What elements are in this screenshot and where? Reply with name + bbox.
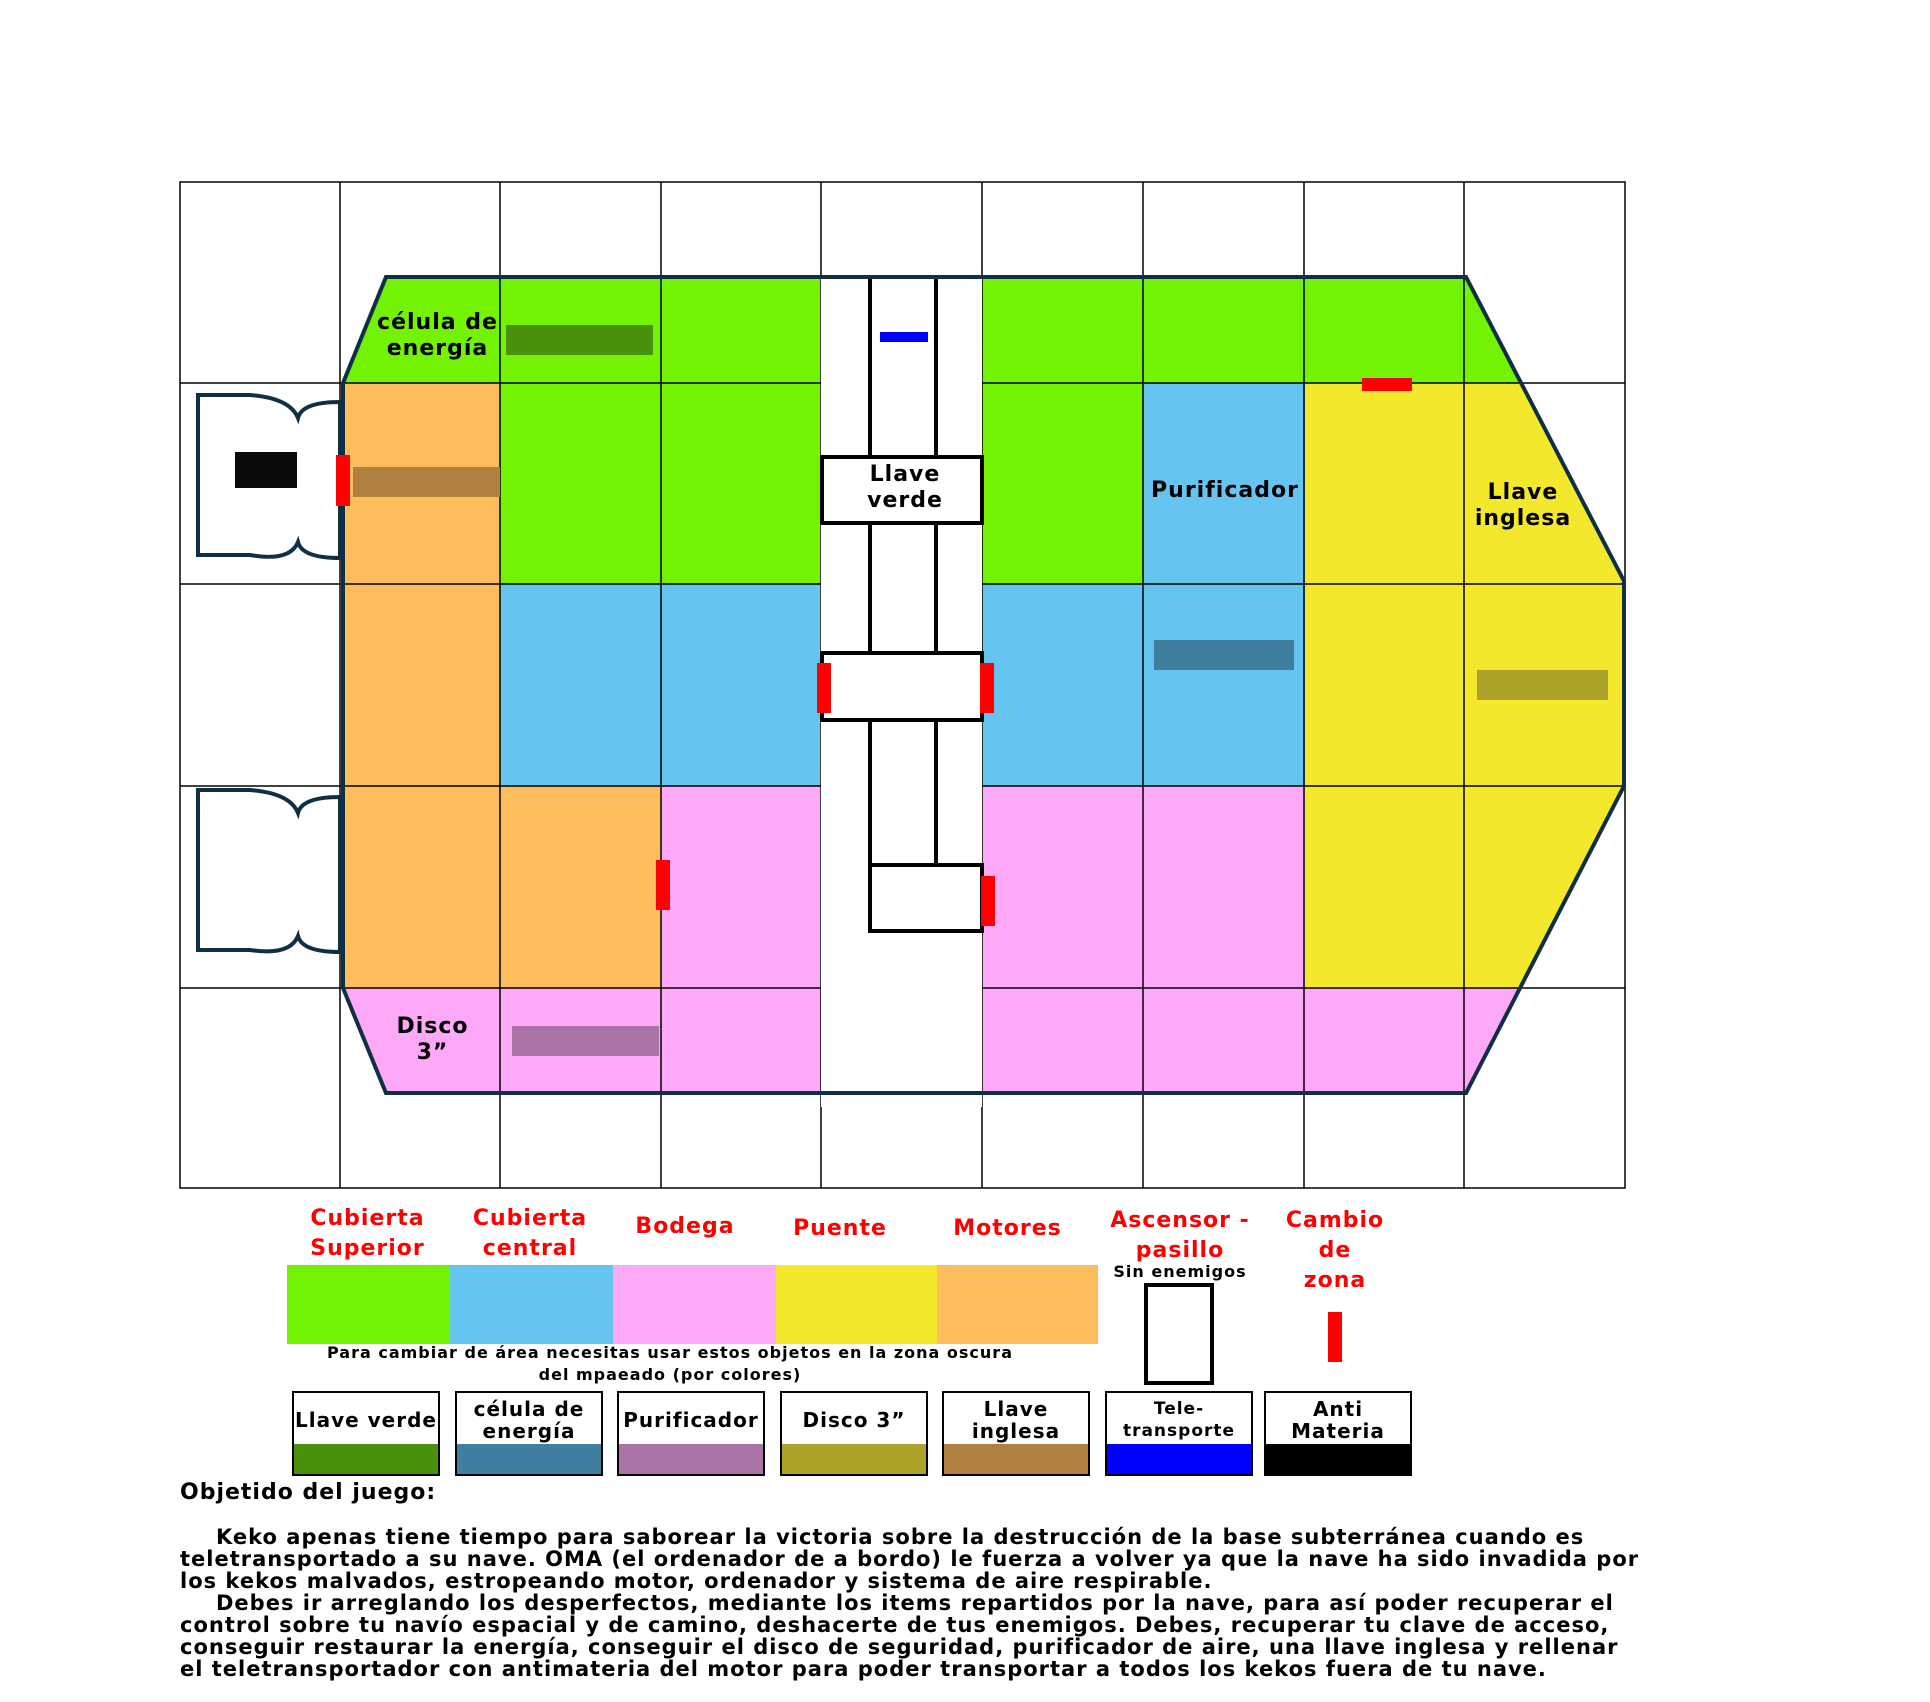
object-key-color: [1266, 1444, 1410, 1474]
legend-upper-deck-swatch: [287, 1265, 450, 1344]
label-disk: Disco 3”: [396, 1014, 469, 1065]
object-key-color: [457, 1444, 601, 1474]
objective-paragraph: Debes ir arreglando los desperfectos, me…: [180, 1591, 1619, 1681]
objective-text: Keko apenas tiene tiempo para saborear l…: [180, 1526, 1640, 1680]
label-purifier: Purificador: [1151, 478, 1299, 503]
object-key-color: [294, 1444, 438, 1474]
legend-zone-change-marker: [1328, 1312, 1342, 1362]
legend-engines-swatch: [937, 1265, 1098, 1344]
label-energy-cell: célula de energía: [377, 310, 498, 361]
legend-central-deck-swatch: [450, 1265, 613, 1344]
legend-bridge-title: Puente: [793, 1216, 887, 1241]
object-zone-disk: [1477, 670, 1608, 700]
object-key-label: Purificador: [623, 1408, 759, 1432]
object-key-color: [782, 1444, 926, 1474]
object-zone-antimatter: [235, 452, 297, 488]
object-key-label: Disco 3”: [802, 1408, 906, 1432]
object-zone-purifier: [1154, 640, 1294, 670]
legend-elevator-title: Ascensor - pasillo: [1110, 1208, 1250, 1263]
objects-note: Para cambiar de área necesitas usar esto…: [326, 1343, 1013, 1384]
legend-upper-deck-title: Cubierta Superior: [310, 1206, 425, 1261]
legend-cargo-title: Bodega: [635, 1214, 735, 1239]
object-key-wrench: Llave inglesa: [942, 1391, 1090, 1476]
object-key-label: Llave inglesa: [971, 1397, 1061, 1443]
elevator-corridor: [820, 275, 984, 1107]
object-key-label: célula de energía: [473, 1397, 585, 1443]
object-key-color: [1107, 1444, 1251, 1474]
object-key-purifier: Purificador: [617, 1391, 765, 1476]
object-zone-energy-cell: [506, 325, 653, 355]
object-zone-cargo: [512, 1026, 659, 1056]
object-key-label: Tele-transporte: [1122, 1399, 1236, 1441]
legend-elevator-note: Sin enemigos: [1113, 1262, 1247, 1281]
object-key-antimatter: Anti Materia: [1264, 1391, 1412, 1476]
object-zone-wrench: [353, 467, 500, 497]
thruster-lower: [196, 788, 342, 955]
legend-bridge-swatch: [776, 1265, 937, 1344]
objective-title: Objetido del juego:: [180, 1480, 437, 1505]
legend-cargo-swatch: [613, 1265, 776, 1344]
object-zone-teleport: [880, 332, 928, 342]
object-key-label: Llave verde: [294, 1408, 437, 1432]
zone-cargo: [661, 786, 820, 988]
legend-central-deck-title: Cubierta central: [472, 1206, 588, 1261]
label-green-key: Llave verde: [867, 462, 943, 513]
zone-central-deck-left: [500, 584, 820, 786]
zone-change-markers: [336, 378, 1412, 926]
object-key-green-key: Llave verde: [292, 1391, 440, 1476]
object-key-teleport: Tele-transporte: [1105, 1391, 1253, 1476]
object-key-color: [619, 1444, 763, 1474]
legend-elevator-icon: [1144, 1283, 1214, 1385]
legend-engines-title: Motores: [953, 1216, 1062, 1241]
objective-paragraph: Keko apenas tiene tiempo para saborear l…: [180, 1525, 1640, 1593]
object-key-energy-cell: célula de energía: [455, 1391, 603, 1476]
legend-zone-change-title: Cambio de zona: [1285, 1208, 1385, 1293]
label-wrench: Llave inglesa: [1474, 480, 1572, 531]
object-key-color: [944, 1444, 1088, 1474]
object-key-disk: Disco 3”: [780, 1391, 928, 1476]
object-key-label: Anti Materia: [1291, 1397, 1385, 1443]
zone-engines: [343, 383, 661, 988]
